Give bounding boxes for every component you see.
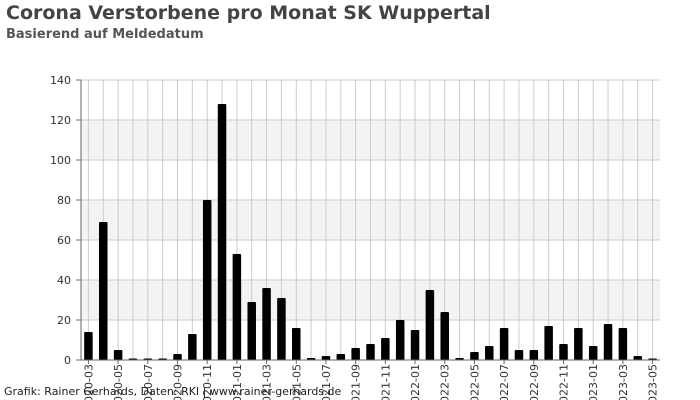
bar [588, 346, 598, 360]
x-tick-label: 2020-03 [82, 364, 95, 400]
bar-series [84, 104, 657, 360]
bar [113, 350, 123, 360]
bar [173, 354, 182, 360]
bar [633, 356, 642, 360]
x-tick-label: 2022-03 [439, 364, 452, 400]
x-tick-label: 2020-09 [172, 364, 185, 400]
x-tick-label: 2021-03 [261, 364, 274, 400]
bar [202, 200, 212, 360]
bar [410, 330, 420, 360]
y-tick-label: 80 [57, 194, 71, 207]
x-tick-label: 2020-07 [142, 364, 155, 400]
x-axis-ticks: 2020-03 2020-05 2020-07 2020-09 2020-11 2021-… [82, 360, 660, 400]
bar [351, 348, 360, 360]
bar [366, 344, 375, 360]
x-tick-label: 2023-01 [587, 364, 600, 400]
bar [440, 312, 449, 360]
y-axis-ticks: 0 20 40 60 80 100 120 140 [50, 74, 81, 367]
x-tick-label: 2021-05 [290, 364, 303, 400]
x-tick-label: 2023-03 [617, 364, 630, 400]
bar [262, 288, 271, 360]
bar [84, 332, 93, 360]
x-tick-label: 2022-11 [558, 364, 571, 400]
bar [292, 328, 301, 360]
x-tick-label: 2021-09 [350, 364, 363, 400]
y-tick-label: 60 [57, 234, 71, 247]
bar [321, 356, 331, 360]
x-tick-label: 2021-01 [231, 364, 244, 400]
bar [188, 334, 197, 360]
bar [217, 104, 227, 360]
bar [529, 350, 539, 360]
y-tick-label: 120 [50, 114, 71, 127]
bar [544, 326, 553, 360]
bar [470, 352, 479, 360]
bar [485, 346, 494, 360]
bar [514, 350, 524, 360]
y-tick-label: 100 [50, 154, 71, 167]
bar [603, 324, 613, 360]
x-tick-label: 2022-01 [409, 364, 422, 400]
chart-subtitle: Basierend auf Meldedatum [6, 27, 204, 42]
x-tick-label: 2021-11 [379, 364, 392, 400]
x-tick-label: 2020-05 [112, 364, 125, 400]
bar [247, 302, 256, 360]
y-tick-label: 0 [64, 354, 71, 367]
chart-title: Corona Verstorbene pro Monat SK Wupperta… [6, 2, 491, 24]
bar [559, 344, 568, 360]
x-tick-label: 2021-07 [320, 364, 333, 400]
bar [336, 354, 346, 360]
x-tick-label: 2020-11 [201, 364, 214, 400]
bar [232, 254, 242, 360]
bar [99, 222, 108, 360]
x-tick-label: 2022-09 [528, 364, 541, 400]
bar [395, 320, 405, 360]
bar [425, 290, 435, 360]
x-tick-label: 2022-07 [498, 364, 511, 400]
y-tick-label: 40 [57, 274, 71, 287]
x-tick-label: 2023-05 [647, 364, 660, 400]
bar [574, 328, 583, 360]
bar [277, 298, 286, 360]
y-tick-label: 20 [57, 314, 71, 327]
x-tick-label: 2022-05 [468, 364, 481, 400]
bar [499, 328, 509, 360]
y-tick-label: 140 [50, 74, 71, 87]
bar [381, 338, 390, 360]
footer-credit: Grafik: Rainer Gerhards, Daten: RKI | ww… [4, 385, 342, 398]
bar [618, 328, 628, 360]
